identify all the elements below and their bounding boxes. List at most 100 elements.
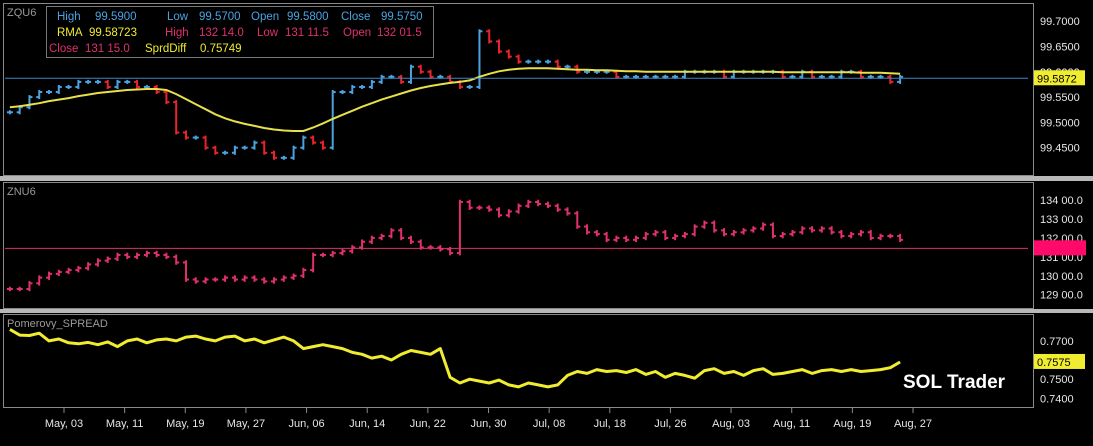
znu6-bar — [887, 233, 894, 239]
zqu6-bar — [6, 110, 13, 115]
znu6-bar — [456, 199, 463, 256]
znu6-bar — [55, 269, 62, 277]
zqu6-bar — [46, 90, 53, 95]
info-spread-value: 0.75749 — [200, 43, 242, 55]
znu6-bar — [114, 252, 121, 262]
znu6-bar — [867, 229, 874, 241]
zqu6-bar — [427, 69, 434, 79]
zqu6-bar — [36, 90, 43, 100]
info-rma-value: 99.58723 — [89, 27, 137, 39]
info-open2-label: Open — [343, 27, 372, 39]
zqu6-bar — [310, 135, 317, 145]
x-tick-label: May, 27 — [227, 418, 265, 430]
znu6-ytick: 130 00.0 — [1040, 271, 1083, 283]
znu6-bar — [564, 207, 571, 216]
zqu6-bar — [280, 155, 287, 160]
zqu6-bar — [55, 84, 62, 95]
x-tick-label: Aug, 27 — [894, 418, 932, 430]
znu6-bar — [241, 275, 248, 282]
zqu6-bar — [515, 54, 522, 64]
info-rma-label: RMA — [57, 27, 83, 39]
zqu6-bar — [496, 39, 503, 54]
info-close2-label: Close — [49, 43, 79, 55]
zqu6-bar — [857, 69, 864, 79]
znu6-bar — [427, 245, 434, 250]
spread-ytick: 0.7700 — [1040, 336, 1074, 348]
pane-splitter-1[interactable] — [0, 176, 1093, 181]
znu6-bar — [280, 275, 287, 282]
znu6-bar — [212, 277, 219, 282]
spread-ytick: 0.7500 — [1040, 374, 1074, 386]
znu6-bar — [46, 271, 53, 280]
znu6-bar — [789, 229, 796, 237]
znu6-bar — [310, 252, 317, 273]
znu6-bar — [329, 250, 336, 258]
zqu6-bar — [417, 64, 424, 74]
znu6-bar — [466, 199, 473, 210]
znu6-bar — [593, 229, 600, 237]
znu6-bar — [809, 226, 816, 233]
spread-line — [9, 328, 901, 389]
znu6-bar — [740, 228, 747, 235]
znu6-bar — [623, 235, 630, 243]
znu6-bar — [535, 199, 542, 207]
znu6-bar — [104, 256, 111, 263]
zqu6-bar — [378, 74, 385, 84]
znu6-bar — [584, 224, 591, 235]
znu6-bar — [750, 226, 757, 233]
znu6-bar — [525, 199, 532, 209]
znu6-bar — [779, 231, 786, 239]
pane-splitter-2[interactable] — [0, 309, 1093, 313]
info-low-label: Low — [167, 11, 189, 23]
zqu6-ytick: 99.6500 — [1040, 41, 1080, 53]
znu6-bar — [681, 231, 688, 239]
zqu6-bar — [486, 29, 493, 44]
znu6-bar — [407, 235, 414, 244]
info-open2-value: 132 01.5 — [377, 27, 422, 39]
znu6-bar — [476, 205, 483, 210]
zqu6-bar — [349, 84, 356, 95]
znu6-bar — [349, 245, 356, 254]
zqu6-bar — [779, 69, 786, 79]
zqu6-bar — [231, 145, 238, 155]
x-tick-label: Jul, 18 — [594, 418, 626, 430]
znu6-bar — [691, 224, 698, 237]
znu6-ytick: 133 00.0 — [1040, 214, 1083, 226]
znu6-bar — [496, 207, 503, 218]
znu6-bar — [711, 220, 718, 233]
zqu6-bar — [271, 150, 278, 160]
znu6-bar — [368, 235, 375, 244]
znu6-bar — [16, 286, 23, 292]
znu6-bar — [799, 226, 806, 235]
znu6-bar — [124, 252, 131, 260]
znu6-bar — [662, 229, 669, 241]
znu6-bar — [173, 254, 180, 265]
zqu6-bar — [466, 84, 473, 89]
znu6-bar — [85, 262, 92, 271]
znu6-bar — [701, 220, 708, 229]
zqu6-bar — [261, 140, 268, 155]
brand-watermark: SOL Trader — [903, 372, 1006, 393]
znu6-bar — [574, 211, 581, 229]
x-tick-label: Aug, 11 — [773, 418, 810, 430]
znu6-bar — [897, 233, 904, 243]
znu6-bar — [632, 235, 639, 243]
znu6-bar — [828, 226, 835, 235]
zqu6-bar — [505, 49, 512, 59]
x-tick-label: May, 11 — [106, 418, 144, 430]
zqu6-current-box — [1034, 70, 1085, 86]
info-high2-label: High — [165, 27, 189, 39]
znu6-bar — [182, 260, 189, 282]
zqu6-ytick: 99.5500 — [1040, 92, 1080, 104]
znu6-bar — [26, 281, 33, 292]
info-high-value: 99.5900 — [95, 11, 137, 23]
znu6-bar — [613, 235, 620, 243]
znu6-bar — [163, 252, 170, 260]
zqu6-bar — [94, 79, 101, 84]
x-tick-label: Jul, 08 — [533, 418, 565, 430]
znu6-bar — [231, 275, 238, 282]
zqu6-bar — [897, 74, 904, 84]
zqu6-bar — [407, 64, 414, 84]
zqu6-bar — [173, 100, 180, 135]
znu6-bar — [603, 231, 610, 243]
